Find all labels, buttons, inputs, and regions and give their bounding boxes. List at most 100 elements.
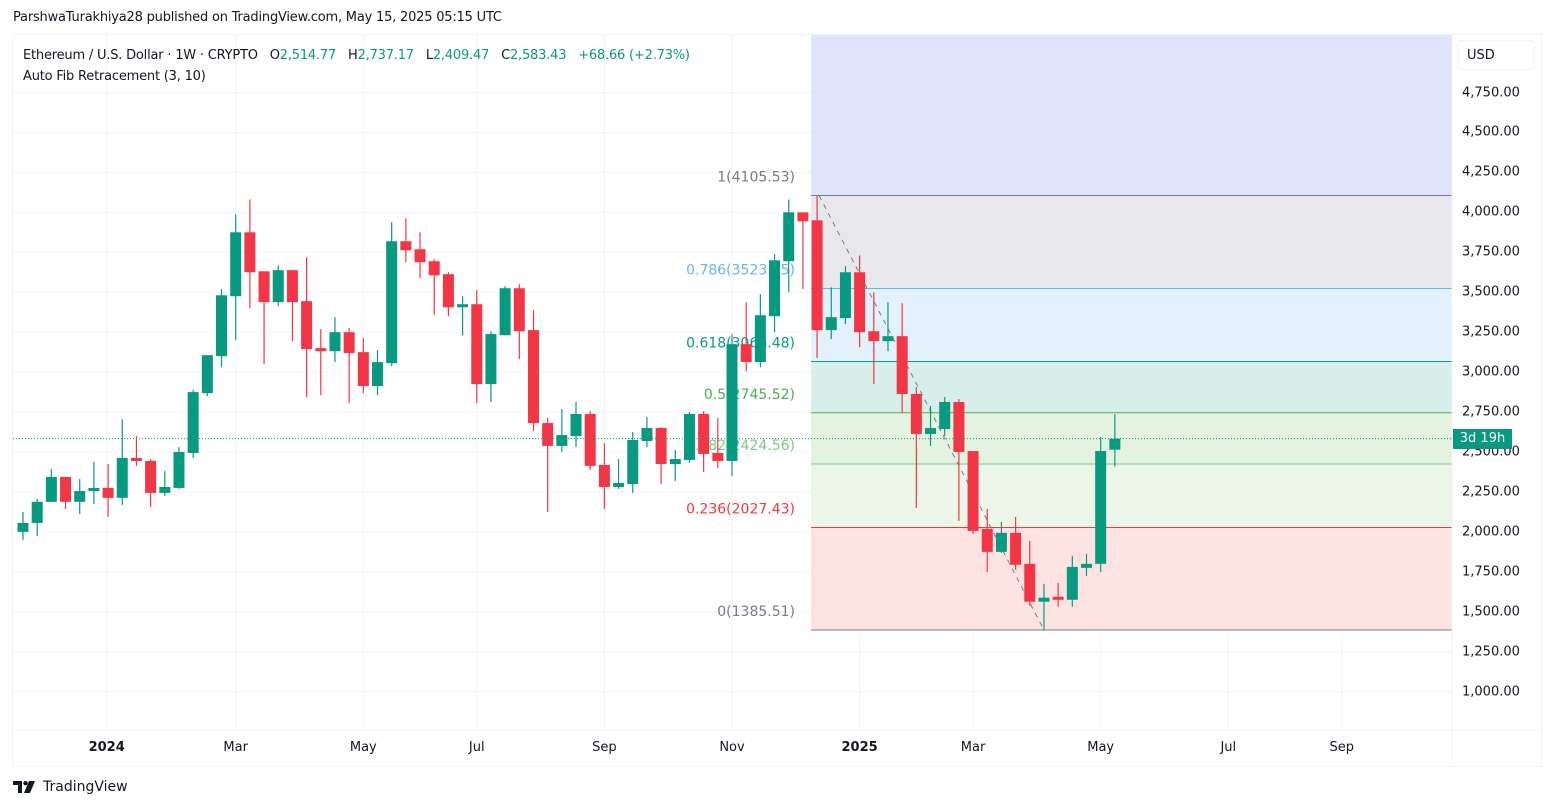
- high-value: 2,737.17: [357, 48, 414, 63]
- time-tick-label: Mar: [960, 740, 986, 755]
- candle-up: [613, 482, 625, 487]
- candle-down: [343, 332, 355, 354]
- candle-down: [584, 413, 596, 466]
- candle-up: [783, 212, 795, 262]
- candle-down: [428, 261, 440, 276]
- candle-up: [1066, 566, 1078, 600]
- candle-up: [627, 440, 639, 484]
- fib-level-label: 0.786(3523.45): [686, 262, 795, 278]
- publish-info: ParshwaTurakhiya28 published on TradingV…: [13, 10, 502, 25]
- price-tick-label: 2,750.00: [1462, 404, 1520, 420]
- high-label: H: [348, 48, 358, 63]
- time-tick-label: 2024: [88, 740, 125, 755]
- candle-up: [882, 336, 894, 342]
- candle-up: [372, 362, 383, 387]
- fib-zone: [811, 195, 1452, 289]
- time-tick-label: Sep: [1329, 740, 1354, 755]
- candle-up: [939, 401, 951, 429]
- candle-up: [187, 392, 199, 453]
- candle-up: [17, 522, 29, 532]
- candle-up: [1109, 438, 1121, 450]
- candle-down: [740, 344, 752, 363]
- time-tick-label: Jul: [468, 740, 485, 755]
- tradingview-logo-icon: [13, 781, 35, 793]
- price-tick-label: 3,750.00: [1462, 244, 1520, 260]
- candle-up: [457, 304, 469, 308]
- fib-level-label: 0(1385.51): [717, 604, 795, 620]
- price-tick-label: 2,250.00: [1462, 484, 1520, 500]
- price-tick-label: 1,500.00: [1462, 604, 1520, 620]
- candle-down: [655, 428, 667, 464]
- candle-down: [357, 352, 369, 387]
- candle-up: [1081, 563, 1092, 568]
- candle-up: [159, 486, 171, 493]
- open-label: O: [269, 48, 280, 63]
- open-value: 2,514.77: [279, 48, 337, 63]
- fib-level-label: 0.382(2424.56): [686, 438, 795, 454]
- candle-up: [201, 355, 213, 394]
- candle-up: [45, 476, 57, 502]
- candle-down: [258, 271, 270, 303]
- candle-up: [230, 232, 242, 297]
- fib-zone: [811, 288, 1452, 362]
- indicator-title[interactable]: Auto Fib Retracement (3, 10): [23, 69, 206, 84]
- candle-up: [754, 315, 766, 363]
- candle-up: [272, 270, 284, 303]
- fib-level-label: 0.236(2027.43): [686, 502, 795, 518]
- chart-frame: [12, 34, 1542, 767]
- candle-down: [145, 460, 157, 493]
- candle-up: [485, 334, 497, 385]
- fib-level-label: 1(4105.53): [717, 169, 795, 185]
- candle-down: [1010, 532, 1022, 565]
- candle-down: [896, 336, 908, 395]
- candle-up: [556, 435, 568, 446]
- candle-up: [769, 260, 781, 317]
- price-tick-label: 4,000.00: [1462, 204, 1520, 220]
- fib-level-label: 0.5(2745.52): [704, 387, 795, 403]
- candle-up: [683, 413, 695, 460]
- chart-legend: Ethereum / U.S. Dollar · 1W · CRYPTO O2,…: [23, 45, 690, 87]
- candle-up: [1038, 597, 1050, 602]
- candle-down: [442, 274, 454, 308]
- price-tick-label: 3,500.00: [1462, 284, 1520, 300]
- candle-up: [669, 459, 681, 464]
- candle-up: [329, 332, 341, 352]
- candle-down: [400, 241, 412, 251]
- candle-down: [130, 457, 142, 461]
- candle-down: [60, 476, 72, 502]
- candle-down: [910, 394, 922, 434]
- price-tick-label: 3,250.00: [1462, 324, 1520, 340]
- time-tick-label: May: [1087, 740, 1115, 755]
- candle-down: [854, 272, 866, 333]
- price-tick-label: 3,000.00: [1462, 364, 1520, 380]
- candle-down: [868, 331, 880, 342]
- candle-up: [839, 272, 851, 319]
- close-value: 2,583.43: [509, 48, 567, 63]
- candle-up: [925, 428, 937, 434]
- candle-down: [598, 464, 610, 487]
- fib-zone-above: [811, 35, 1452, 196]
- candle-down: [981, 528, 993, 552]
- candle-up: [726, 344, 738, 461]
- footer-brand[interactable]: TradingView: [13, 779, 128, 795]
- currency-button[interactable]: USD: [1457, 40, 1535, 70]
- low-label: L: [425, 48, 433, 63]
- candle-down: [301, 301, 313, 350]
- candle-up: [641, 428, 653, 441]
- candle-down: [513, 288, 525, 332]
- candle-down: [527, 330, 539, 424]
- candle-down: [967, 451, 979, 531]
- price-tick-label: 4,500.00: [1462, 124, 1520, 140]
- footer-brand-label: TradingView: [43, 779, 128, 795]
- time-tick-label: Jul: [1220, 740, 1237, 755]
- low-value: 2,409.47: [432, 48, 490, 63]
- close-label: C: [501, 48, 510, 63]
- symbol-title[interactable]: Ethereum / U.S. Dollar · 1W · CRYPTO: [23, 48, 258, 63]
- ohlc-row: Ethereum / U.S. Dollar · 1W · CRYPTO O2,…: [23, 45, 690, 66]
- price-tick-label: 2,000.00: [1462, 524, 1520, 540]
- time-tick-label: Mar: [223, 740, 248, 755]
- bar-countdown-badge: 3d 19h: [1453, 428, 1512, 449]
- change-value: +68.66 (+2.73%): [578, 48, 690, 63]
- candle-down: [315, 348, 327, 352]
